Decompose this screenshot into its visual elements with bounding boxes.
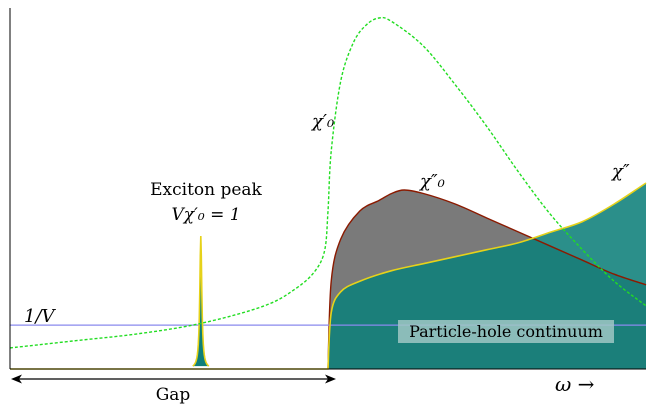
continuum-label-box (398, 320, 614, 343)
omega-axis-label: ω → (555, 372, 595, 396)
inverse-V-label: 1/V (24, 306, 57, 327)
exciton-condition: Vχ′₀ = 1 (171, 205, 240, 225)
chi-double-prime-label: χ″ (610, 161, 630, 182)
gap-arrow (11, 374, 336, 384)
continuum-label: Particle-hole continuum (409, 322, 603, 341)
exciton-peak-area (192, 236, 209, 367)
chi0-double-prime-label: χ″₀ (418, 171, 445, 192)
gap-label: Gap (156, 385, 191, 404)
exciton-peak-curve (192, 235, 210, 367)
exciton-title: Exciton peak (150, 180, 262, 200)
chi0-prime-label: χ′₀ (310, 111, 334, 132)
chi0-double-prime-curve (327, 189, 647, 370)
chi-double-prime-curve (10, 182, 647, 370)
chi0-prime-curve (9, 16, 647, 349)
